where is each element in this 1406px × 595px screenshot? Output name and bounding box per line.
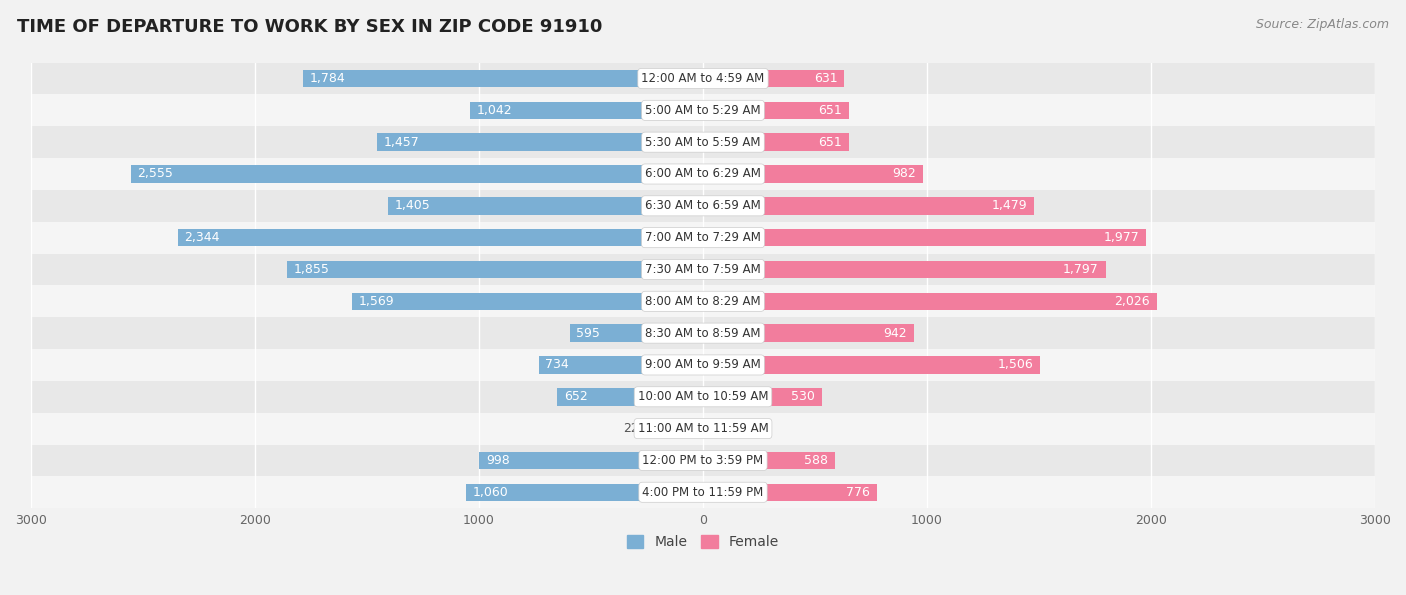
Text: 1,060: 1,060: [472, 486, 508, 499]
Text: 652: 652: [564, 390, 588, 403]
Text: 12:00 AM to 4:59 AM: 12:00 AM to 4:59 AM: [641, 72, 765, 85]
Text: 2,555: 2,555: [138, 167, 173, 180]
Text: 5:00 AM to 5:29 AM: 5:00 AM to 5:29 AM: [645, 104, 761, 117]
Bar: [703, 293, 1157, 310]
Bar: [703, 70, 845, 87]
Text: 1,569: 1,569: [359, 295, 394, 308]
Bar: [557, 388, 703, 406]
Text: 8:00 AM to 8:29 AM: 8:00 AM to 8:29 AM: [645, 295, 761, 308]
Text: 4:00 PM to 11:59 PM: 4:00 PM to 11:59 PM: [643, 486, 763, 499]
Text: 595: 595: [576, 327, 600, 340]
Bar: [703, 165, 922, 183]
Text: 998: 998: [486, 454, 510, 467]
Text: 1,457: 1,457: [384, 136, 419, 149]
Bar: [131, 165, 703, 183]
Bar: [569, 324, 703, 342]
Bar: [703, 420, 744, 437]
Text: 588: 588: [804, 454, 828, 467]
Bar: [31, 413, 1375, 444]
Text: 734: 734: [546, 358, 569, 371]
Text: 1,784: 1,784: [311, 72, 346, 85]
Bar: [31, 126, 1375, 158]
Text: 530: 530: [792, 390, 815, 403]
Text: Source: ZipAtlas.com: Source: ZipAtlas.com: [1256, 18, 1389, 31]
Text: 1,042: 1,042: [477, 104, 512, 117]
Text: 7:00 AM to 7:29 AM: 7:00 AM to 7:29 AM: [645, 231, 761, 244]
Text: 6:00 AM to 6:29 AM: 6:00 AM to 6:29 AM: [645, 167, 761, 180]
Bar: [470, 102, 703, 119]
Legend: Male, Female: Male, Female: [621, 530, 785, 555]
Text: TIME OF DEPARTURE TO WORK BY SEX IN ZIP CODE 91910: TIME OF DEPARTURE TO WORK BY SEX IN ZIP …: [17, 18, 602, 36]
Bar: [538, 356, 703, 374]
Bar: [31, 317, 1375, 349]
Bar: [652, 420, 703, 437]
Bar: [377, 133, 703, 151]
Bar: [31, 190, 1375, 222]
Text: 2,344: 2,344: [184, 231, 221, 244]
Bar: [31, 95, 1375, 126]
Bar: [352, 293, 703, 310]
Text: 229: 229: [624, 422, 647, 435]
Bar: [703, 133, 849, 151]
Bar: [703, 452, 835, 469]
Text: 6:30 AM to 6:59 AM: 6:30 AM to 6:59 AM: [645, 199, 761, 212]
Bar: [703, 324, 914, 342]
Text: 7:30 AM to 7:59 AM: 7:30 AM to 7:59 AM: [645, 263, 761, 276]
Text: 10:00 AM to 10:59 AM: 10:00 AM to 10:59 AM: [638, 390, 768, 403]
Text: 11:00 AM to 11:59 AM: 11:00 AM to 11:59 AM: [638, 422, 768, 435]
Bar: [479, 452, 703, 469]
Text: 631: 631: [814, 72, 838, 85]
Bar: [31, 477, 1375, 508]
Bar: [703, 484, 877, 501]
Text: 1,797: 1,797: [1063, 263, 1099, 276]
Text: 1,479: 1,479: [993, 199, 1028, 212]
Bar: [703, 229, 1146, 246]
Bar: [703, 356, 1040, 374]
Text: 9:00 AM to 9:59 AM: 9:00 AM to 9:59 AM: [645, 358, 761, 371]
Text: 651: 651: [818, 104, 842, 117]
Text: 2,026: 2,026: [1115, 295, 1150, 308]
Text: 982: 982: [893, 167, 917, 180]
Text: 1,977: 1,977: [1104, 231, 1139, 244]
Bar: [31, 62, 1375, 95]
Text: 1,506: 1,506: [998, 358, 1033, 371]
Bar: [31, 286, 1375, 317]
Bar: [703, 261, 1105, 278]
Bar: [304, 70, 703, 87]
Bar: [31, 222, 1375, 253]
Bar: [31, 349, 1375, 381]
Bar: [31, 444, 1375, 477]
Bar: [465, 484, 703, 501]
Bar: [179, 229, 703, 246]
Text: 1,405: 1,405: [395, 199, 430, 212]
Bar: [703, 102, 849, 119]
Text: 8:30 AM to 8:59 AM: 8:30 AM to 8:59 AM: [645, 327, 761, 340]
Bar: [388, 197, 703, 215]
Bar: [31, 158, 1375, 190]
Text: 776: 776: [846, 486, 870, 499]
Text: 183: 183: [748, 422, 772, 435]
Bar: [703, 197, 1035, 215]
Text: 5:30 AM to 5:59 AM: 5:30 AM to 5:59 AM: [645, 136, 761, 149]
Text: 12:00 PM to 3:59 PM: 12:00 PM to 3:59 PM: [643, 454, 763, 467]
Bar: [703, 388, 821, 406]
Text: 942: 942: [884, 327, 907, 340]
Text: 1,855: 1,855: [294, 263, 330, 276]
Text: 651: 651: [818, 136, 842, 149]
Bar: [31, 253, 1375, 286]
Bar: [31, 381, 1375, 413]
Bar: [287, 261, 703, 278]
